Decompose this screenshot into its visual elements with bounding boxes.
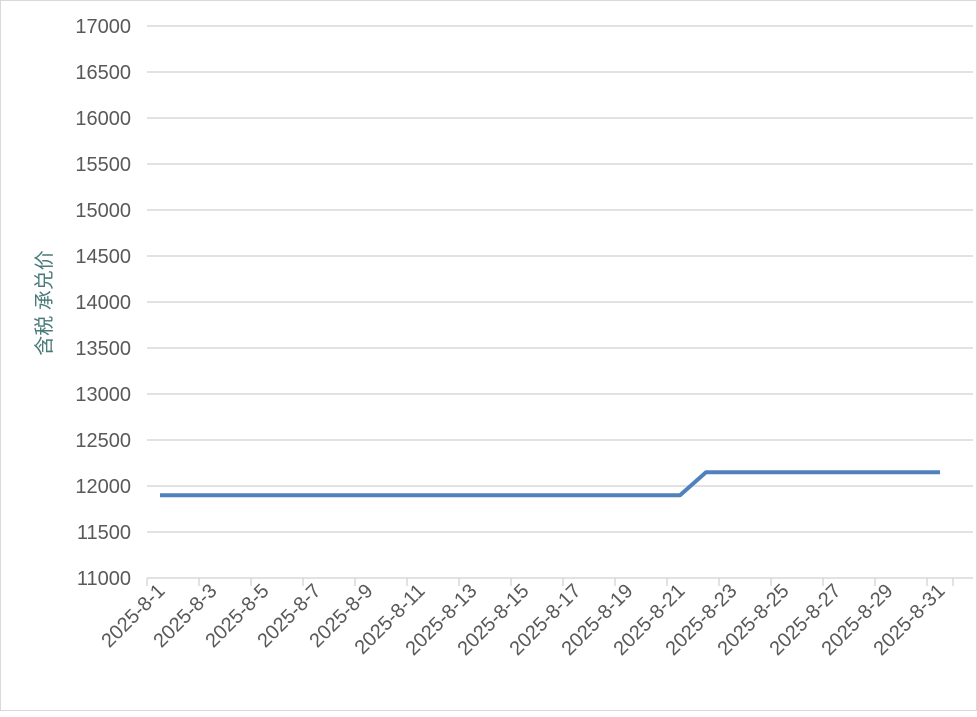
y-tick-label: 17000 <box>75 16 131 38</box>
y-tick-label: 15500 <box>75 154 131 176</box>
y-tick-label: 11500 <box>77 522 131 544</box>
y-tick-label: 16500 <box>75 62 131 84</box>
gridlines <box>147 25 973 533</box>
y-tick-label: 14000 <box>75 292 131 314</box>
y-tick-labels: 11000 11500 12000 12500 13000 13500 14000 14500… <box>75 16 131 590</box>
y-tick-label: 11000 <box>77 568 131 590</box>
y-tick-label: 12000 <box>75 476 131 498</box>
y-tick-label: 12500 <box>75 430 131 452</box>
y-tick-label: 16000 <box>75 108 131 130</box>
x-axis <box>146 577 973 586</box>
y-tick-label: 14500 <box>75 246 131 268</box>
series-line <box>160 470 940 498</box>
x-tick-labels: 2025-8-12025-8-32025-8-52025-8-72025-8-9… <box>97 580 949 660</box>
y-axis-label: 含税 承兑价 <box>33 250 56 356</box>
y-tick-label: 15000 <box>75 200 131 222</box>
y-tick-label: 13500 <box>75 338 131 360</box>
y-tick-label: 13000 <box>75 384 131 406</box>
